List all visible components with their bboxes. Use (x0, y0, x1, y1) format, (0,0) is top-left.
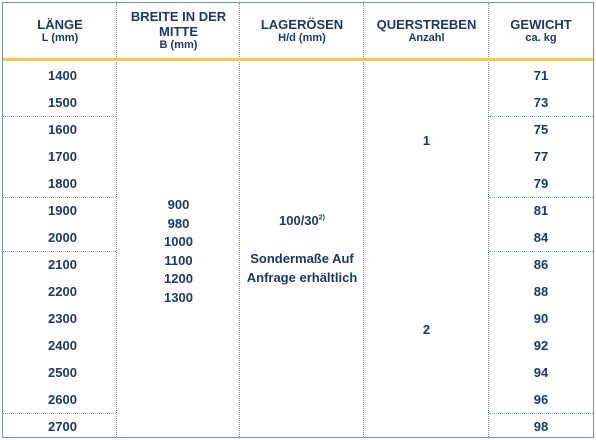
header-sub: H/d (mm) (278, 31, 326, 44)
header-laenge: LÄNGE L (mm) (3, 3, 117, 58)
width-value: 980 (167, 215, 190, 231)
weight-cell: 98 (533, 419, 549, 434)
header-sub: L (mm) (41, 31, 79, 44)
weight-cell: 73 (533, 95, 549, 110)
length-cell: 1900 (48, 203, 77, 218)
row-divider (3, 116, 116, 117)
length-cell: 1800 (48, 176, 77, 191)
length-cell: 2400 (48, 338, 77, 353)
length-cell: 2500 (48, 365, 77, 380)
row-divider (489, 197, 593, 198)
header-querstreben: QUERSTREBEN Anzahl (364, 3, 489, 58)
col-breite: BREITE IN DER MITTE B (mm) 900 980 1000 … (117, 3, 240, 437)
header-rule (3, 58, 593, 61)
lageroesen-note: Sondermaße Auf Anfrage erhältlich (240, 250, 364, 287)
width-value: 1300 (164, 289, 193, 305)
row-divider (3, 413, 116, 414)
querstreben-value: 2 (422, 322, 431, 337)
weight-cell: 92 (533, 338, 549, 353)
note-line: Sondermaße Auf (250, 251, 354, 266)
weight-cell: 75 (533, 122, 549, 137)
length-cell: 2600 (48, 392, 77, 407)
col-querstreben: QUERSTREBEN Anzahl 1 2 (364, 3, 489, 437)
header-breite: BREITE IN DER MITTE B (mm) (117, 3, 240, 58)
footnote-marker: 2) (318, 214, 325, 222)
header-gewicht: GEWICHT ca. kg (489, 3, 593, 58)
length-cell: 2300 (48, 311, 77, 326)
weight-cell: 71 (533, 68, 549, 83)
header-title: LAGERÖSEN (260, 16, 344, 32)
weight-cell: 88 (533, 284, 549, 299)
width-value: 1000 (164, 234, 193, 249)
row-divider (489, 251, 593, 252)
column-divider (488, 3, 489, 437)
lageroesen-size: 100/30 (279, 213, 319, 228)
header-title: GEWICHT (510, 16, 572, 32)
weight-cell: 77 (533, 149, 549, 164)
header-title: BREITE IN DER MITTE (130, 9, 227, 39)
weight-cell: 79 (533, 176, 549, 191)
header-title: QUERSTREBEN (376, 16, 477, 32)
header-sub: Anzahl (408, 31, 445, 44)
column-divider (116, 3, 117, 437)
length-cell: 2700 (48, 419, 77, 434)
header-title: LÄNGE (37, 16, 83, 32)
weight-cell: 84 (533, 230, 549, 245)
length-cell: 2100 (48, 257, 77, 272)
length-cell: 1500 (48, 95, 77, 110)
header-sub: B (mm) (159, 39, 198, 51)
width-value: 900 (167, 197, 190, 212)
length-cell: 1600 (48, 122, 77, 137)
column-divider (239, 3, 240, 437)
col-gewicht: GEWICHT ca. kg 71 73 75 77 79 81 84 86 88 90 92 94 9… (489, 3, 593, 437)
lageroesen-value: 100/302) (240, 212, 364, 231)
length-cell: 2000 (48, 230, 77, 245)
column-divider (363, 3, 364, 437)
width-list: 900 980 1000 1100 1200 1300 (117, 196, 240, 307)
weight-cell: 86 (533, 257, 549, 272)
note-line: Anfrage erhältlich (246, 269, 358, 285)
weight-cell: 94 (533, 365, 549, 380)
length-cell: 2200 (48, 284, 77, 299)
row-divider (3, 197, 116, 198)
querstreben-group-2: 2 (364, 321, 489, 340)
row-divider (489, 413, 593, 414)
weight-cell: 81 (533, 203, 549, 218)
length-cell: 1400 (48, 68, 77, 83)
col-lageroesen: LAGERÖSEN H/d (mm) 100/302) Sondermaße A… (240, 3, 364, 437)
col-laenge: LÄNGE L (mm) 1400 1500 1600 1700 1800 1900 200… (3, 3, 117, 437)
querstreben-value: 1 (422, 133, 431, 148)
width-value: 1100 (164, 252, 193, 268)
row-divider (3, 251, 116, 252)
width-value: 1200 (164, 271, 193, 286)
row-divider (489, 116, 593, 117)
weight-cell: 96 (533, 392, 549, 407)
querstreben-group-1: 1 (364, 132, 489, 151)
header-sub: ca. kg (525, 31, 557, 44)
length-cell: 1700 (48, 149, 77, 164)
weight-cell: 90 (533, 311, 549, 326)
header-lageroesen: LAGERÖSEN H/d (mm) (240, 3, 364, 58)
